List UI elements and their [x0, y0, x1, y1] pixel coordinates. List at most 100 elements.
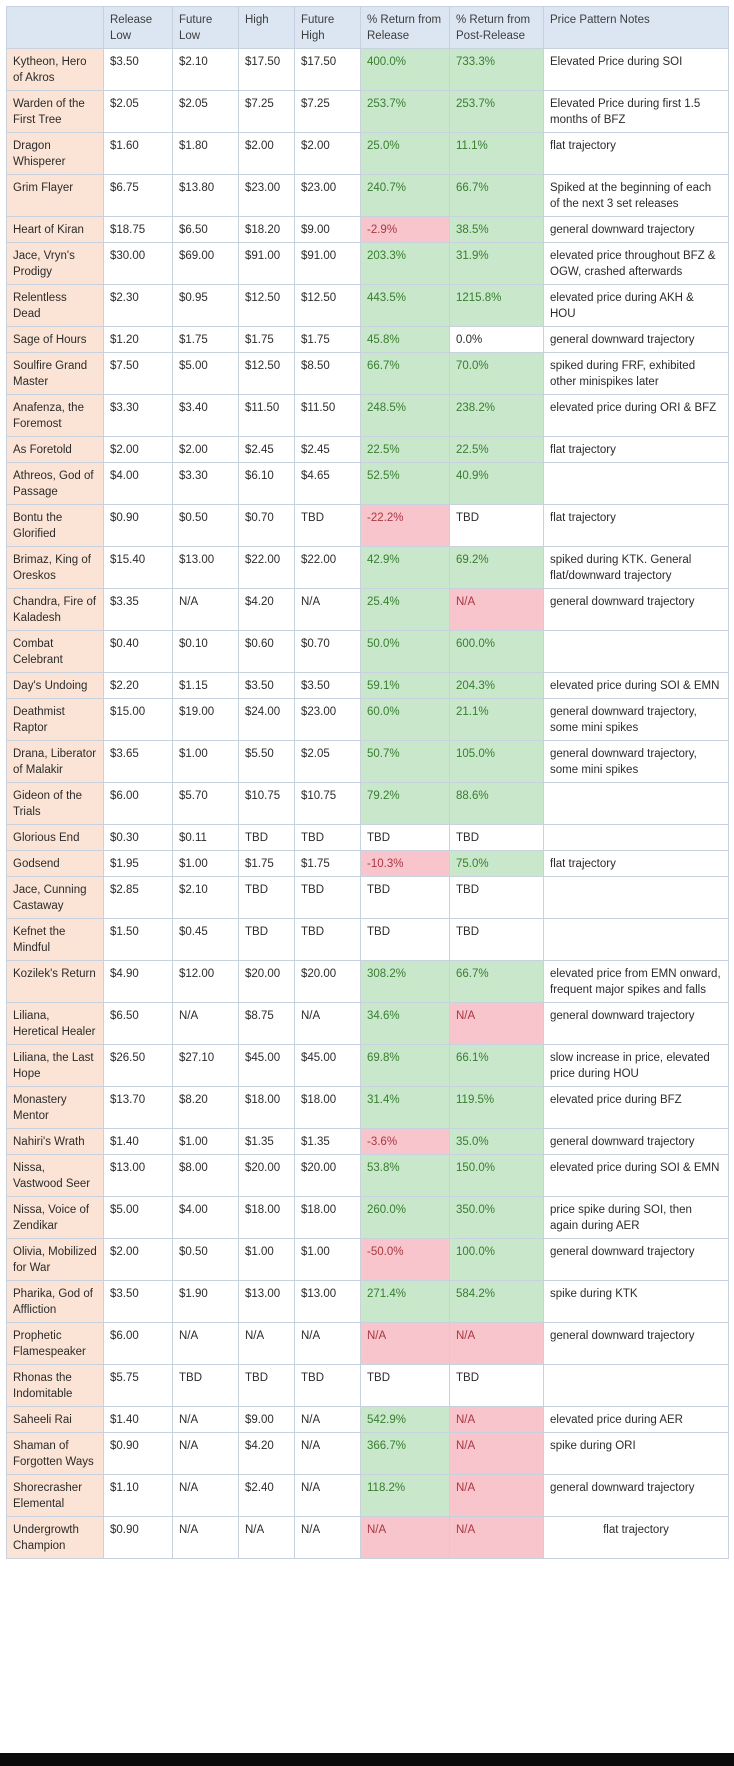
- cell-notes: spiked during KTK. General flat/downward…: [543, 546, 729, 589]
- cell-release-low: $5.75: [103, 1364, 173, 1407]
- cell-name: Athreos, God of Passage: [6, 462, 104, 505]
- cell-return-post: TBD: [449, 504, 544, 547]
- column-header-name: [6, 6, 104, 49]
- cell-return-release: 34.6%: [360, 1002, 450, 1045]
- cell-return-release: TBD: [360, 876, 450, 919]
- cell-future-low: $2.10: [172, 876, 239, 919]
- cell-future-low: N/A: [172, 1516, 239, 1559]
- cell-high: $10.75: [238, 782, 295, 825]
- cell-notes: general downward trajectory: [543, 1238, 729, 1281]
- cell-release-low: $1.40: [103, 1128, 173, 1155]
- cell-future-high: $3.50: [294, 672, 361, 699]
- cell-high: $1.75: [238, 326, 295, 353]
- cell-return-release: 60.0%: [360, 698, 450, 741]
- cell-notes: spike during ORI: [543, 1432, 729, 1475]
- cell-future-high: $4.65: [294, 462, 361, 505]
- cell-return-release: 45.8%: [360, 326, 450, 353]
- cell-high: $18.20: [238, 216, 295, 243]
- cell-future-low: $0.10: [172, 630, 239, 673]
- cell-return-release: 25.0%: [360, 132, 450, 175]
- cell-name: Day's Undoing: [6, 672, 104, 699]
- cell-release-low: $2.30: [103, 284, 173, 327]
- cell-release-low: $6.00: [103, 782, 173, 825]
- cell-name: Bontu the Glorified: [6, 504, 104, 547]
- table-row: Combat Celebrant $0.40 $0.10 $0.60 $0.70 50.0…: [6, 630, 729, 673]
- cell-future-low: $13.80: [172, 174, 239, 217]
- cell-future-low: $5.00: [172, 352, 239, 395]
- cell-name: Dragon Whisperer: [6, 132, 104, 175]
- cell-name: Gideon of the Trials: [6, 782, 104, 825]
- cell-future-high: $2.00: [294, 132, 361, 175]
- cell-notes: spike during KTK: [543, 1280, 729, 1323]
- cell-return-release: -3.6%: [360, 1128, 450, 1155]
- cell-return-release: 400.0%: [360, 48, 450, 91]
- cell-return-release: N/A: [360, 1516, 450, 1559]
- cell-release-low: $0.90: [103, 1432, 173, 1475]
- cell-return-post: N/A: [449, 1516, 544, 1559]
- cell-notes: [543, 918, 729, 961]
- column-header-return-from-post-release: % Return from Post-Release: [449, 6, 544, 49]
- cell-future-high: N/A: [294, 1002, 361, 1045]
- cell-future-low: N/A: [172, 1474, 239, 1517]
- column-header-future-high: Future High: [294, 6, 361, 49]
- cell-name: Warden of the First Tree: [6, 90, 104, 133]
- column-header-return-from-release: % Return from Release: [360, 6, 450, 49]
- column-header-future-low: Future Low: [172, 6, 239, 49]
- table-row: Brimaz, King of Oreskos $15.40 $13.00 $22.0…: [6, 546, 729, 589]
- cell-high: $13.00: [238, 1280, 295, 1323]
- table-row: Drana, Liberator of Malakir $3.65 $1.00 $5.…: [6, 740, 729, 783]
- page: Release Low Future Low High Future High …: [0, 6, 734, 1766]
- cell-high: $12.50: [238, 284, 295, 327]
- cell-future-low: $1.75: [172, 326, 239, 353]
- cell-future-high: TBD: [294, 1364, 361, 1407]
- cell-notes: general downward trajectory: [543, 1002, 729, 1045]
- cell-return-post: 733.3%: [449, 48, 544, 91]
- cell-high: $4.20: [238, 588, 295, 631]
- cell-notes: elevated price during ORI & BFZ: [543, 394, 729, 437]
- cell-release-low: $18.75: [103, 216, 173, 243]
- cell-notes: [543, 876, 729, 919]
- column-header-price-pattern-notes: Price Pattern Notes: [543, 6, 729, 49]
- cell-future-high: N/A: [294, 1322, 361, 1365]
- cell-future-high: TBD: [294, 504, 361, 547]
- cell-return-post: 40.9%: [449, 462, 544, 505]
- cell-future-low: N/A: [172, 1322, 239, 1365]
- cell-return-post: TBD: [449, 1364, 544, 1407]
- cell-high: $8.75: [238, 1002, 295, 1045]
- table-row: Kozilek's Return $4.90 $12.00 $20.00 $20.00 3…: [6, 960, 729, 1003]
- cell-future-low: $19.00: [172, 698, 239, 741]
- cell-notes: elevated price from EMN onward, frequent…: [543, 960, 729, 1003]
- cell-release-low: $15.40: [103, 546, 173, 589]
- table-row: Athreos, God of Passage $4.00 $3.30 $6.10 $4…: [6, 462, 729, 505]
- cell-future-low: $69.00: [172, 242, 239, 285]
- cell-future-low: N/A: [172, 1432, 239, 1475]
- cell-return-release: 59.1%: [360, 672, 450, 699]
- cell-release-low: $7.50: [103, 352, 173, 395]
- cell-return-post: 88.6%: [449, 782, 544, 825]
- table-row: Jace, Vryn's Prodigy $30.00 $69.00 $91.00 $9…: [6, 242, 729, 285]
- cell-notes: [543, 1364, 729, 1407]
- cell-future-high: N/A: [294, 1432, 361, 1475]
- table-row: Prophetic Flamespeaker $6.00 N/A N/A N/A N/A N…: [6, 1322, 729, 1365]
- cell-return-release: 50.7%: [360, 740, 450, 783]
- cell-release-low: $5.00: [103, 1196, 173, 1239]
- cell-high: $91.00: [238, 242, 295, 285]
- cell-return-post: 21.1%: [449, 698, 544, 741]
- cell-name: Nahiri's Wrath: [6, 1128, 104, 1155]
- cell-return-release: 22.5%: [360, 436, 450, 463]
- cell-return-release: TBD: [360, 1364, 450, 1407]
- cell-release-low: $3.65: [103, 740, 173, 783]
- cell-future-low: N/A: [172, 588, 239, 631]
- cell-release-low: $3.35: [103, 588, 173, 631]
- cell-return-post: 0.0%: [449, 326, 544, 353]
- cell-notes: [543, 782, 729, 825]
- cell-future-high: $20.00: [294, 960, 361, 1003]
- cell-high: TBD: [238, 1364, 295, 1407]
- cell-name: As Foretold: [6, 436, 104, 463]
- table-row: Sage of Hours $1.20 $1.75 $1.75 $1.75 45.8% 0.…: [6, 326, 729, 353]
- cell-future-high: N/A: [294, 588, 361, 631]
- cell-return-post: 1215.8%: [449, 284, 544, 327]
- table-row: Olivia, Mobilized for War $2.00 $0.50 $1.00…: [6, 1238, 729, 1281]
- cell-return-post: 100.0%: [449, 1238, 544, 1281]
- cell-future-high: $17.50: [294, 48, 361, 91]
